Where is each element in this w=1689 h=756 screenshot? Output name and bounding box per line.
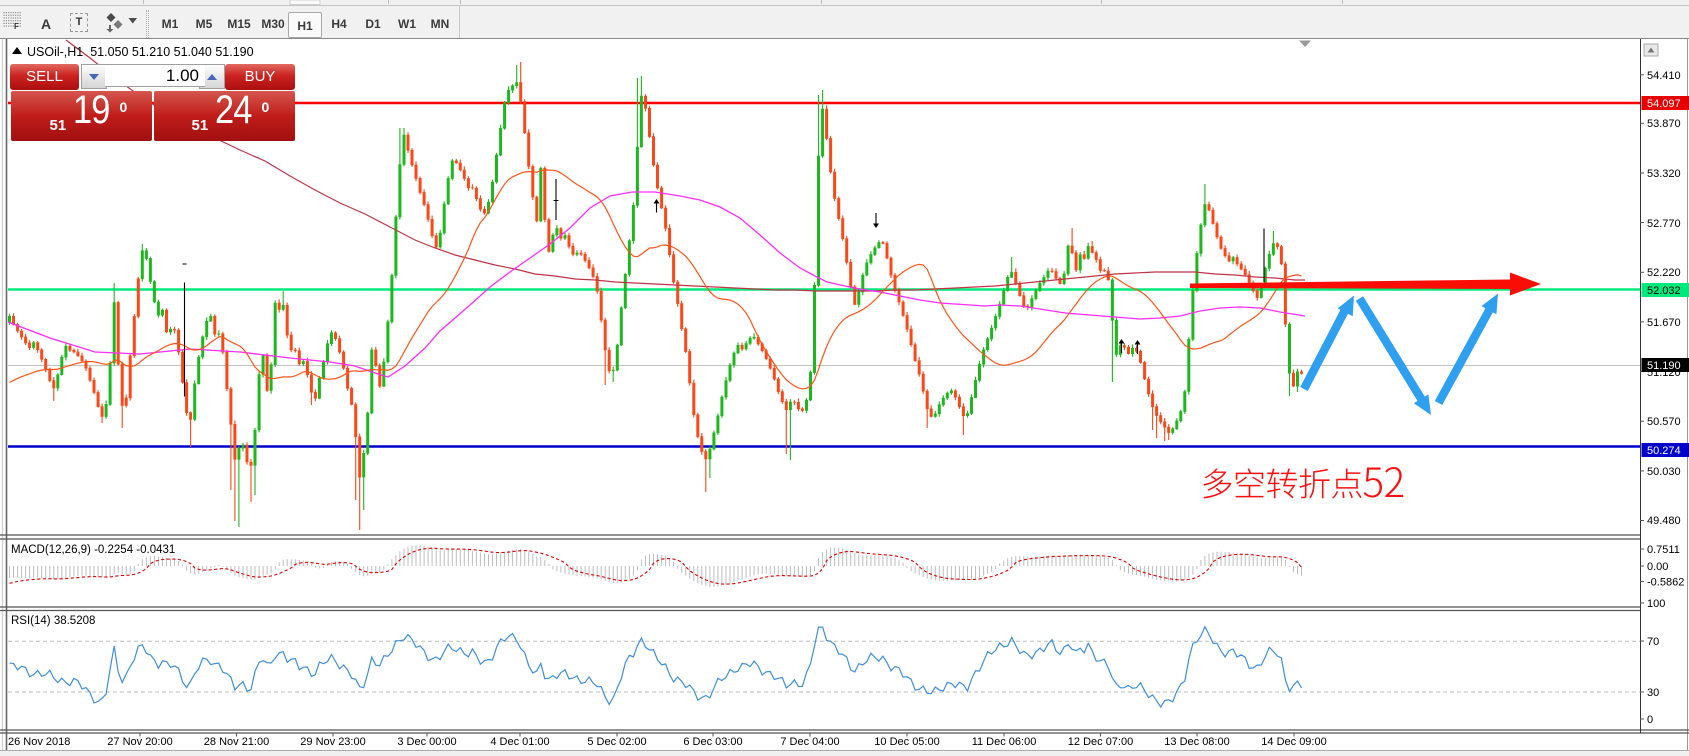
svg-text:27 Nov 20:00: 27 Nov 20:00 — [107, 736, 172, 748]
svg-text:53.320: 53.320 — [1647, 168, 1681, 180]
svg-text:51.670: 51.670 — [1647, 317, 1681, 329]
svg-text:26 Nov 2018: 26 Nov 2018 — [8, 736, 70, 748]
svg-text:USOil-,H1 51.050 51.210 51.04: USOil-,H1 51.050 51.210 51.040 51.190 — [27, 45, 254, 59]
svg-text:49.480: 49.480 — [1647, 515, 1681, 527]
svg-text:53.870: 53.870 — [1647, 118, 1681, 130]
svg-text:70: 70 — [1647, 636, 1659, 648]
svg-text:28 Nov 21:00: 28 Nov 21:00 — [204, 736, 269, 748]
svg-text:52.770: 52.770 — [1647, 218, 1681, 230]
svg-text:F: F — [14, 22, 19, 31]
svg-text:10 Dec 05:00: 10 Dec 05:00 — [874, 736, 939, 748]
svg-text:12 Dec 07:00: 12 Dec 07:00 — [1068, 736, 1133, 748]
svg-text:5 Dec 02:00: 5 Dec 02:00 — [587, 736, 646, 748]
svg-text:52.032: 52.032 — [1647, 285, 1681, 297]
svg-text:52.220: 52.220 — [1647, 267, 1681, 279]
svg-text:MACD(12,26,9) -0.2254 -0.0431: MACD(12,26,9) -0.2254 -0.0431 — [11, 544, 175, 556]
svg-text:RSI(14) 38.5208: RSI(14) 38.5208 — [11, 615, 95, 627]
svg-text:7 Dec 04:00: 7 Dec 04:00 — [780, 736, 839, 748]
svg-text:14 Dec 09:00: 14 Dec 09:00 — [1261, 736, 1326, 748]
svg-text:-0.5862: -0.5862 — [1647, 577, 1684, 589]
svg-text:3 Dec 00:00: 3 Dec 00:00 — [397, 736, 456, 748]
svg-text:54.410: 54.410 — [1647, 70, 1681, 82]
svg-text:30: 30 — [1647, 687, 1659, 699]
svg-text:54.097: 54.097 — [1647, 98, 1681, 110]
svg-text:0.7511: 0.7511 — [1647, 544, 1680, 556]
svg-text:100: 100 — [1647, 598, 1665, 610]
svg-text:0: 0 — [1647, 714, 1653, 726]
svg-text:13 Dec 08:00: 13 Dec 08:00 — [1164, 736, 1229, 748]
svg-text:6 Dec 03:00: 6 Dec 03:00 — [683, 736, 742, 748]
svg-text:29 Nov 23:00: 29 Nov 23:00 — [300, 736, 365, 748]
svg-text:51.190: 51.190 — [1647, 360, 1681, 372]
svg-text:50.274: 50.274 — [1647, 445, 1681, 457]
svg-text:4 Dec 01:00: 4 Dec 01:00 — [490, 736, 549, 748]
svg-text:50.570: 50.570 — [1647, 416, 1681, 428]
svg-text:50.030: 50.030 — [1647, 466, 1681, 478]
svg-text:0.00: 0.00 — [1647, 561, 1668, 573]
svg-text:11 Dec 06:00: 11 Dec 06:00 — [972, 736, 1037, 748]
